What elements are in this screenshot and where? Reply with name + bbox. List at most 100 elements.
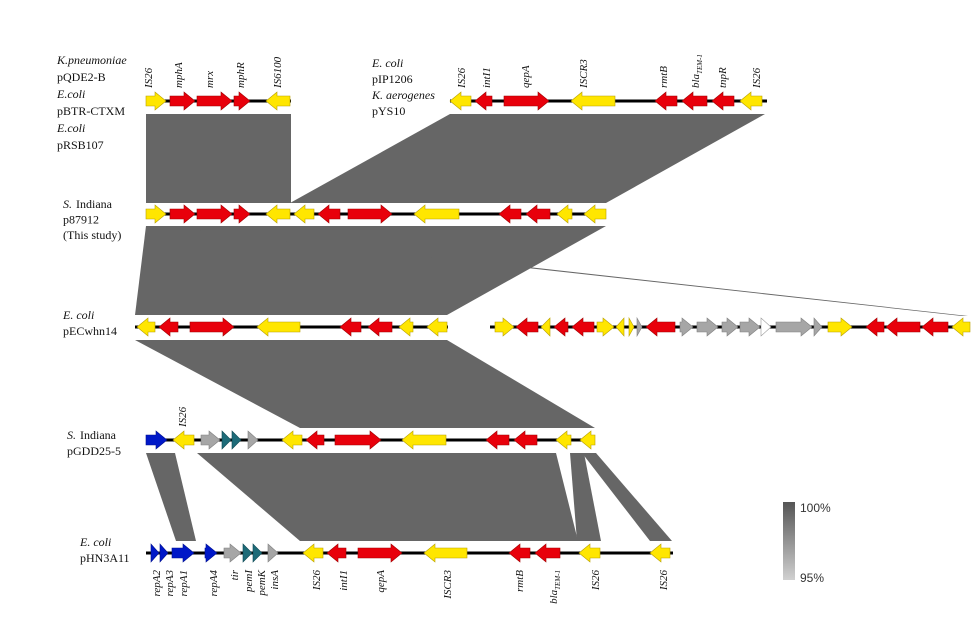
- gene-label: tnpR: [717, 67, 729, 88]
- track-label: E. coli: [371, 56, 403, 70]
- gene-arrow: [145, 91, 167, 111]
- gene-arrow: [494, 317, 515, 337]
- gene-label: repA1: [178, 570, 190, 596]
- gene-name: rmtB: [658, 66, 670, 88]
- gene-arrow: [233, 204, 251, 224]
- gene-name: IS26: [143, 67, 155, 89]
- gene-label: intI1: [481, 67, 493, 88]
- track-label: E.coli: [56, 87, 85, 101]
- track-label: K.pneumoniae: [56, 53, 127, 67]
- gene-arrow: [281, 430, 303, 450]
- gene-arrow: [426, 317, 448, 337]
- gene-name: qepA: [375, 570, 387, 593]
- gene-arrow: [813, 317, 823, 337]
- label-part: K. aerogenes: [371, 88, 435, 102]
- gene-arrow: [921, 317, 949, 337]
- label-part: pRSB107: [57, 138, 104, 152]
- gene-name: intI1: [338, 570, 350, 591]
- gene-arrow: [583, 204, 607, 224]
- track-label: (This study): [63, 228, 121, 242]
- gene-arrow: [760, 317, 772, 337]
- gene-arrow: [136, 317, 156, 337]
- gene-name: IS6100: [272, 56, 284, 89]
- gene-name: mphR: [235, 62, 247, 88]
- gene-label: mrx: [204, 71, 216, 88]
- gene-label: IS26: [751, 67, 763, 89]
- gene-arrow: [951, 317, 971, 337]
- track-label: pIP1206: [372, 72, 413, 86]
- gene-arrow: [169, 91, 196, 111]
- gene-arrow: [681, 91, 708, 111]
- gene-arrow: [150, 543, 160, 563]
- gene-name: repA3: [164, 570, 176, 597]
- gene-arrow: [265, 204, 291, 224]
- gene-name: mphA: [173, 62, 185, 88]
- gene-arrow: [398, 317, 414, 337]
- gene-label: IS26: [177, 406, 189, 428]
- gene-arrow: [556, 204, 573, 224]
- gene-arrow: [171, 543, 195, 563]
- gene-label: repA3: [164, 570, 176, 597]
- label-part: pHN3A11: [80, 551, 130, 565]
- gene-arrow: [570, 91, 616, 111]
- gene-arrow: [515, 317, 539, 337]
- legend-min: 95%: [800, 571, 824, 585]
- gene-arrow: [739, 317, 761, 337]
- track-label: pRSB107: [57, 138, 104, 152]
- gene-arrow: [739, 91, 763, 111]
- track-label: pQDE2-B: [57, 70, 106, 84]
- gene-arrow: [885, 317, 921, 337]
- gene-label: repA2: [151, 570, 163, 597]
- gene-name: IS26: [177, 406, 189, 428]
- gene-arrow: [553, 317, 569, 337]
- gene-arrow: [649, 543, 671, 563]
- gene-arrow: [233, 91, 251, 111]
- gene-arrow: [242, 543, 253, 563]
- gene-arrow: [265, 91, 291, 111]
- label-part: (This study): [63, 228, 121, 242]
- gene-arrow: [711, 91, 735, 111]
- gene-arrow: [223, 543, 242, 563]
- label-part: p87912: [63, 213, 99, 227]
- gene-name: mrx: [204, 71, 216, 88]
- gene-arrow: [196, 91, 233, 111]
- gene-name: IS26: [456, 67, 468, 89]
- gene-arrow: [555, 430, 572, 450]
- gene-arrow: [449, 91, 472, 111]
- gene-label: IS6100: [272, 56, 284, 89]
- track-label: S. Indiana: [63, 197, 113, 211]
- label-part: pIP1206: [372, 72, 413, 86]
- label-part: E. coli: [79, 535, 111, 549]
- track-label: pYS10: [372, 104, 405, 118]
- gene-arrow: [334, 430, 382, 450]
- gene-name: IS26: [590, 570, 602, 592]
- gene-arrow: [636, 316, 643, 338]
- gene-arrow: [305, 430, 325, 450]
- label-part: Indiana: [76, 197, 113, 211]
- label-part: pECwhn14: [63, 324, 117, 338]
- gene-arrow: [721, 317, 739, 337]
- gene-label: IS26: [456, 67, 468, 89]
- gene-arrow: [189, 317, 235, 337]
- gene-label: intI1: [338, 570, 350, 591]
- gene-label: blaTEM-1: [548, 570, 562, 604]
- gene-name: pemI: [243, 569, 255, 593]
- label-part: pYS10: [372, 104, 405, 118]
- gene-label: IS26: [590, 570, 602, 592]
- gene-arrow: [596, 317, 615, 337]
- gene-name: ISCR3: [442, 570, 454, 600]
- gene-arrow: [534, 543, 561, 563]
- label-part: S.: [67, 428, 76, 442]
- gene-label: IS26: [658, 570, 670, 592]
- gene-arrow: [200, 430, 221, 450]
- gene-label: mphR: [235, 62, 247, 88]
- gene-arrow: [231, 430, 242, 450]
- gene-name: bla: [690, 73, 702, 88]
- gene-label: IS26: [143, 67, 155, 89]
- gene-arrow: [367, 317, 393, 337]
- label-part: S.: [63, 197, 72, 211]
- gene-arrow: [503, 91, 550, 111]
- gene-arrow: [540, 317, 551, 337]
- gene-name: repA2: [151, 570, 163, 597]
